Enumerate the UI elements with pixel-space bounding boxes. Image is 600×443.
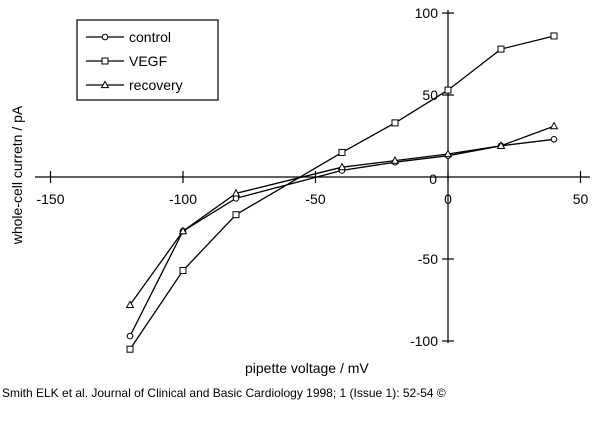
data-point: [550, 135, 558, 143]
x-tick-label: -50: [305, 191, 325, 207]
legend: control VEGF recovery: [76, 19, 219, 101]
x-axis-label: pipette voltage / mV: [245, 360, 369, 376]
y-axis-label: whole-cell curretn / pA: [9, 105, 25, 245]
y-tick-label: -50: [418, 251, 438, 267]
legend-marker: [101, 57, 109, 65]
legend-label: control: [129, 29, 171, 45]
origin-label: 0: [429, 171, 437, 187]
data-point: [126, 332, 134, 340]
data-point: [126, 345, 134, 353]
data-point: [179, 266, 187, 274]
legend-marker: [100, 80, 110, 89]
data-point: [231, 188, 241, 197]
y-tick-label: 100: [415, 5, 439, 21]
series-line-recovery: [129, 125, 555, 306]
data-point: [549, 121, 559, 130]
data-point: [391, 119, 399, 127]
data-point: [337, 162, 347, 171]
legend-box: [76, 19, 219, 101]
series-vegf: [126, 32, 558, 353]
series-recovery: [125, 121, 559, 309]
x-tick-label: 0: [444, 191, 452, 207]
data-point: [178, 226, 188, 235]
x-tick-label: 50: [573, 191, 589, 207]
x-tick-label: -150: [36, 191, 64, 207]
data-point: [125, 300, 135, 309]
series-layer: [125, 32, 559, 353]
data-point: [443, 149, 453, 158]
y-tick-label: -100: [410, 333, 438, 349]
data-point: [497, 45, 505, 53]
source-caption: Smith ELK et al. Journal of Clinical and…: [2, 386, 446, 400]
data-point: [338, 148, 346, 156]
series-line-vegf: [129, 35, 555, 350]
data-point: [232, 211, 240, 219]
legend-label: recovery: [129, 77, 183, 93]
data-point: [390, 155, 400, 164]
data-point: [444, 86, 452, 94]
data-point: [496, 141, 506, 149]
x-tick-label: -100: [169, 191, 197, 207]
data-point: [550, 32, 558, 40]
legend-marker: [101, 33, 109, 41]
legend-label: VEGF: [129, 53, 167, 69]
axes: [35, 10, 590, 343]
